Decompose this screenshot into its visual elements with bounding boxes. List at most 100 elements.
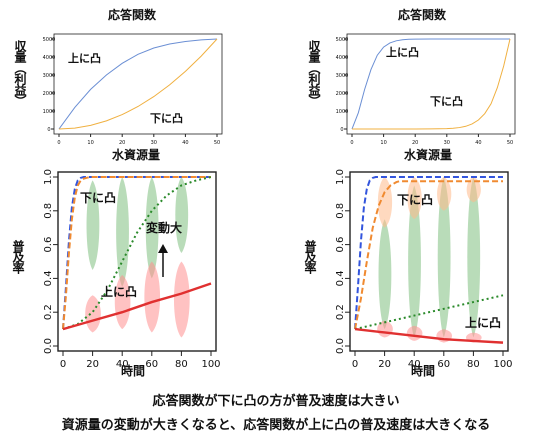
chart4-series-1 [354,180,503,330]
chart2-xtick-label: 30 [444,140,450,146]
chart1-xtick-label: 10 [87,140,93,146]
chart4-frame [349,171,509,352]
chart3-series-3 [62,282,212,331]
chart3-frame [57,171,217,352]
chart4-violin-green [437,177,451,338]
chart1-xtick-label: 0 [57,140,60,146]
chart3-ytick-label: 1.0 [43,169,54,185]
chart2-xtick-label: 40 [475,140,481,146]
chart4-annotation: 上に凸 [465,315,501,330]
chart1-series-1 [58,38,218,130]
chart3-annotation: 下に凸 [80,191,116,205]
caption-line1: 応答関数が下に凸の方が普及速度は大きい [152,394,400,409]
chart3-ytick-label: 0.2 [43,304,54,320]
chart4-ytick-label: 0.2 [335,304,346,320]
chart4-ylabel: 普及率 [303,240,317,273]
chart1-xtick-label: 50 [214,140,220,146]
chart4-violin-green [378,219,392,330]
chart4-xtick-label: 20 [378,359,391,370]
chart2-xlabel: 水資源量 [404,148,453,162]
chart4-violin-orange [377,177,393,228]
chart1-ytick-label: 4000 [43,55,56,61]
chart3-ytick-label: 0.4 [43,270,54,286]
chart2-xtick-label: 0 [350,140,353,146]
chart4-xtick-label: 80 [467,359,480,370]
chart4-ytick-label: 1.0 [335,169,346,185]
chart4-ytick-label: 0.6 [335,237,346,253]
chart3-xtick-label: 0 [60,359,66,370]
chart1-xlabel: 水資源量 [112,148,161,162]
chart4-violin-orange [437,177,452,211]
chart3-violin-green [116,177,129,287]
chart3-xtick-label: 40 [116,359,129,370]
chart3-xtick-label: 100 [201,359,220,370]
chart4-series-3 [354,327,504,344]
chart3-annotation: 変動大 [146,220,182,235]
chart3-violin-red [114,275,131,330]
chart4-ytick-label: 0.0 [335,338,346,354]
chart2-frame [346,33,516,135]
chart4-annotation: 下に凸 [397,193,433,207]
chart1-ytick-label: 2000 [43,91,56,97]
chart3-ytick-label: 0.0 [43,338,54,354]
chart3-series-2 [62,176,212,331]
chart1-xtick-label: 40 [182,140,188,146]
chart4-violin-orange [466,177,481,203]
chart3-xtick-label: 80 [175,359,188,370]
chart4-xlabel: 時間 [411,364,436,378]
chart3-violin-green [175,177,189,254]
chart2-ytick-label: 1000 [336,109,349,115]
chart2-xtick-label: 20 [412,140,418,146]
chart3-ylabel: 普及率 [11,240,25,273]
chart2-ylabel: 収量（利益） [307,40,321,106]
chart4-xtick-label: 60 [437,359,450,370]
chart1-title: 応答関数 [108,8,157,22]
chart1-ytick-label: 0 [47,127,50,133]
chart4-violin-orange [407,177,422,220]
chart2-annotation: 上に凸 [386,45,419,59]
chart4-xtick-label: 100 [493,359,512,370]
chart4-xtick-label: 0 [352,359,358,370]
chart4-ytick-label: 0.8 [335,203,346,219]
chart1-frame [53,33,223,135]
chart3-xlabel: 時間 [121,364,146,378]
chart1-ytick-label: 5000 [43,37,56,43]
chart2-title: 応答関数 [398,8,447,22]
chart2-ytick-label: 5000 [336,37,349,43]
chart3-arrow-head [158,244,168,253]
chart1-ylabel: 収量（利益） [13,40,27,106]
chart2-ytick-label: 3000 [336,73,349,79]
chart2-xtick-label: 50 [507,140,513,146]
chart3-ytick-label: 0.6 [43,237,54,253]
chart1-series-0 [58,38,218,130]
chart1-xtick-label: 20 [119,140,125,146]
chart3-violin-red [173,261,190,338]
chart1-ytick-label: 1000 [43,109,56,115]
chart4-ytick-label: 0.4 [335,270,346,286]
chart4-violin-green [467,177,481,338]
chart2-xtick-label: 10 [380,140,386,146]
chart2-series-1 [352,38,511,130]
chart3-violin-red [85,295,101,333]
chart1-annotation: 上に凸 [68,51,101,65]
chart3-series-1 [62,176,211,330]
chart1-ytick-label: 3000 [43,73,56,79]
chart2-ytick-label: 4000 [336,55,349,61]
chart3-violin-green [145,177,159,279]
chart1-annotation: 下に凸 [150,112,183,125]
chart1-xtick-label: 30 [151,140,157,146]
chart4-series-2 [354,294,504,331]
chart3-violin-green [86,180,100,270]
chart3-annotation: 上に凸 [101,284,137,299]
chart2-ytick-label: 0 [340,127,343,133]
chart4-violin-red [406,325,423,341]
chart3-violin-red [144,261,161,333]
chart3-xtick-label: 60 [145,359,158,370]
caption-line2: 資源量の変動が大きくなると、応答関数が上に凸の普及速度は大きくなる [61,418,491,433]
chart2-ytick-label: 2000 [336,91,349,97]
chart4-violin-green [408,185,421,338]
